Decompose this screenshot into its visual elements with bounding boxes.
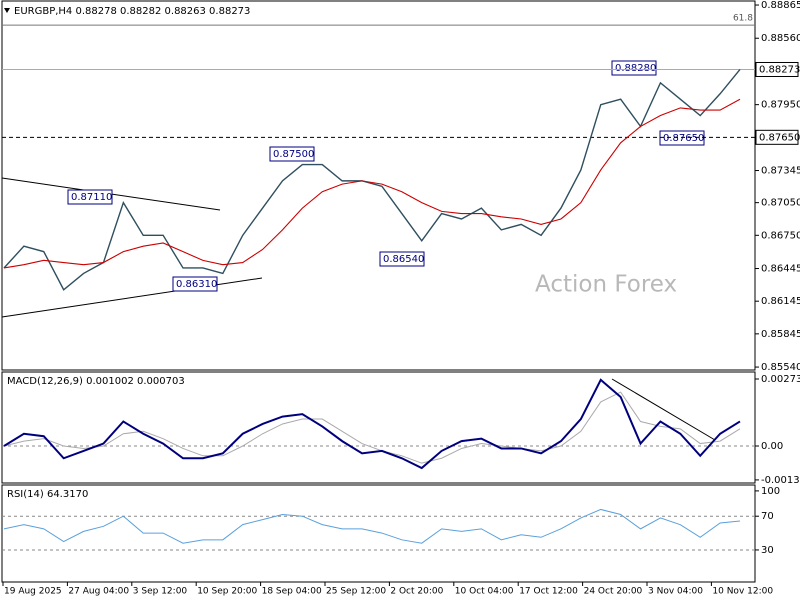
y-tick-label: 100	[761, 486, 780, 497]
x-tick-label: 17 Oct 12:00	[519, 587, 578, 597]
y-tick-label: 0.002735	[761, 374, 800, 385]
annotation: 0.88280	[615, 63, 656, 74]
x-tick-label: 10 Sep 20:00	[197, 587, 257, 597]
x-tick-label: 10 Oct 04:00	[455, 587, 514, 597]
annotations: 0.87110 0.87500 0.86310 0.86540 0.88280 0.876…	[67, 60, 705, 292]
x-tick-label: 24 Oct 20:00	[584, 587, 643, 597]
y-tick-label: -0.001384	[761, 475, 800, 486]
watermark: Action Forex	[535, 272, 677, 298]
annotation-box	[659, 130, 705, 146]
annotation-box	[172, 276, 218, 292]
y-tick-label: 0.86145	[761, 296, 800, 307]
x-tick-label: 10 Nov 12:00	[712, 587, 773, 597]
x-tick-label: 2 Oct 20:00	[390, 587, 443, 597]
price-label-box	[755, 61, 799, 77]
x-tick-label: 27 Aug 04:00	[68, 587, 129, 597]
annotation: 0.87110	[71, 192, 112, 203]
series-line	[3, 98, 741, 269]
annotation-box	[379, 251, 425, 267]
annotation: 0.86310	[176, 279, 217, 290]
y-tick-label: 0.87950	[761, 100, 800, 111]
annotation: 0.86540	[383, 254, 424, 265]
y-tick-label: 70	[761, 511, 774, 522]
y-tick-label: 0.87345	[761, 166, 800, 177]
y-tick-label: 0.88560	[761, 33, 800, 44]
annotation-box	[611, 60, 657, 76]
trend-line	[1, 277, 263, 318]
annotation: 0.87650	[663, 133, 704, 144]
macd-title: MACD(12,26,9) 0.001002 0.000703	[7, 376, 185, 387]
series-line	[3, 378, 741, 470]
rsi-panel	[1, 484, 756, 583]
y-tick-label: 0.88865	[761, 0, 800, 11]
y-tick-label: 0.87050	[761, 198, 800, 209]
y-tick-label: 0.85540	[761, 362, 800, 373]
price-label-box	[755, 129, 799, 145]
series-line	[3, 508, 741, 544]
y-tick-label: 30	[761, 545, 774, 556]
annotation-box	[67, 189, 113, 205]
rsi-title: RSI(14) 64.3170	[7, 489, 88, 500]
fib-label: 61.8	[733, 14, 753, 24]
macd-panel	[1, 371, 756, 484]
x-tick-label: 3 Nov 04:00	[648, 587, 703, 597]
x-tick-label: 25 Sep 12:00	[326, 587, 386, 597]
price-label: 0.88273	[759, 64, 800, 75]
price-label: 0.87650	[759, 132, 800, 143]
annotation-box	[269, 146, 315, 162]
x-tick-label: 18 Sep 04:00	[262, 587, 322, 597]
series-line	[3, 69, 741, 291]
menu-arrow	[4, 8, 10, 13]
y-tick-label: 0.86750	[761, 230, 800, 241]
y-tick-label: 0.00	[761, 441, 783, 452]
y-tick-label: 0.85845	[761, 329, 800, 340]
annotation: 0.87500	[273, 149, 314, 160]
trend-line	[611, 378, 716, 441]
x-tick-label: 3 Sep 12:00	[133, 587, 188, 597]
x-tick-label: 19 Aug 2025	[4, 587, 62, 597]
main-panel	[1, 0, 756, 371]
y-tick-label: 0.86445	[761, 264, 800, 275]
chart-title: EURGBP,H4 0.88278 0.88282 0.88263 0.8827…	[14, 6, 250, 17]
